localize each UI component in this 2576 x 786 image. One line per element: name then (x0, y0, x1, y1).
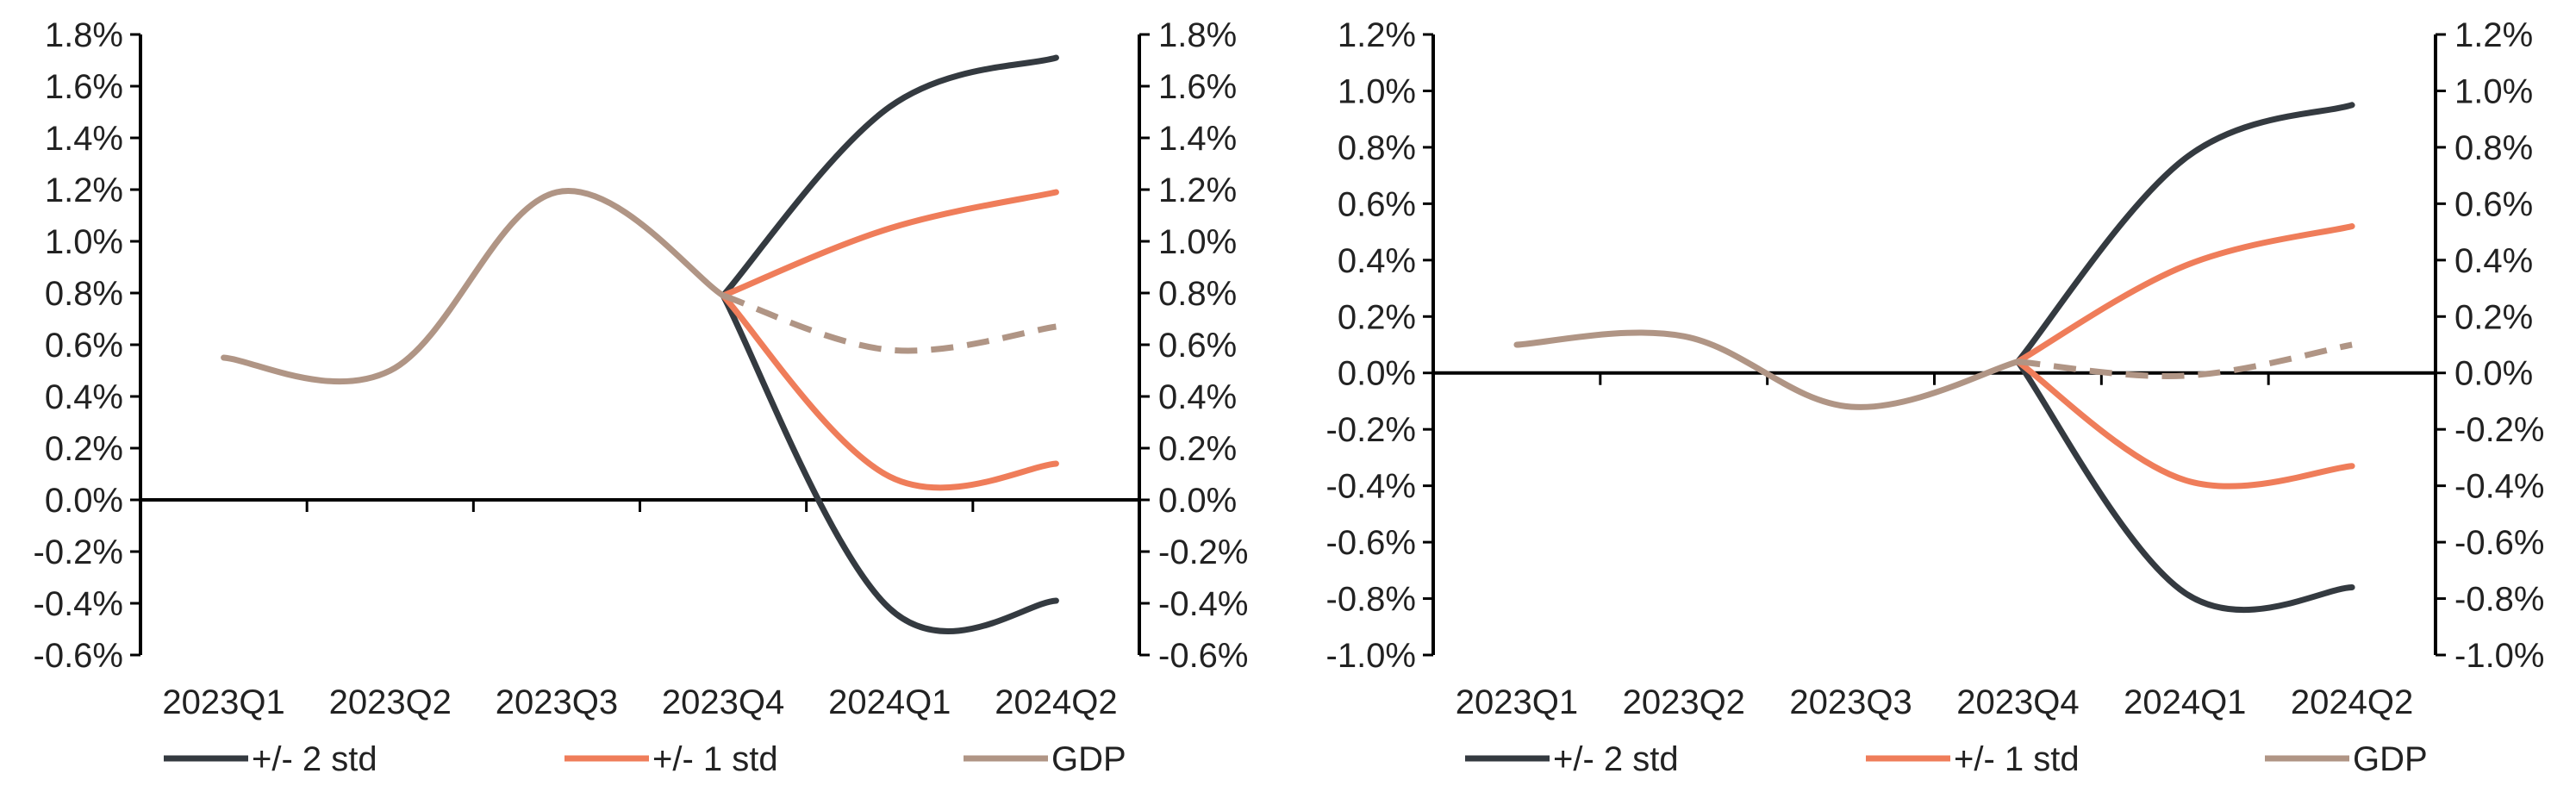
series-line-std2 (720, 54, 1059, 299)
legend-label: +/- 1 std (652, 740, 778, 778)
y-tick-label-left: 1.0% (45, 223, 123, 261)
chart-right: 1.2% 1.2% 1.0% 1.0% 0.8% 0.8% 0.6% 0.6% 0.4% 0.4%… (1326, 16, 2545, 778)
y-tick-label-left: 0.8% (45, 275, 123, 313)
y-tick-label-left: -0.6% (34, 637, 124, 675)
y-tick-label-right: 0.2% (1158, 430, 1237, 468)
y-tick-label-left: 0.6% (1338, 185, 1416, 223)
series-line-std1 (720, 292, 1059, 491)
y-tick-label-left: 0.0% (1338, 355, 1416, 393)
series-line-std2 (2014, 359, 2355, 614)
legend-label: +/- 2 std (252, 740, 377, 778)
y-tick-label-right: 0.2% (2454, 298, 2533, 336)
y-tick-label-right: 0.8% (1158, 275, 1237, 313)
legend-label: GDP (2353, 740, 2428, 778)
y-tick-label-right: 0.6% (1158, 327, 1237, 365)
series-line-gdp-dashed (721, 292, 1057, 354)
y-tick-label-left: 0.8% (1338, 129, 1416, 167)
y-tick-label-left: 0.2% (45, 430, 123, 468)
series-line-gdp (1513, 329, 2021, 410)
x-tick-label: 2023Q4 (1956, 683, 2079, 721)
y-tick-label-right: -0.2% (1158, 533, 1249, 571)
y-tick-label-right: 0.8% (2454, 129, 2533, 167)
x-tick-label: 2023Q1 (162, 683, 284, 721)
y-tick-label-left: -0.2% (1326, 411, 1417, 449)
y-tick-label-left: 1.8% (45, 16, 123, 54)
y-tick-label-left: -0.4% (34, 585, 124, 623)
chart-left: 1.8% 1.8% 1.6% 1.6% 1.4% 1.4% 1.2% 1.2% 1.0% 1.0%… (34, 16, 1249, 778)
series-line-gdp-dashed (2018, 341, 2353, 379)
y-tick-label-right: 1.6% (1158, 68, 1237, 106)
y-tick-label-right: 1.0% (1158, 223, 1237, 261)
y-tick-label-left: -0.4% (1326, 468, 1417, 506)
y-tick-label-right: 1.2% (1158, 172, 1237, 209)
y-tick-label-left: 0.4% (45, 378, 123, 416)
x-tick-label: 2023Q2 (329, 683, 452, 721)
y-tick-label-left: 1.4% (45, 120, 123, 158)
y-tick-label-left: 0.0% (45, 482, 123, 520)
series-line-std2 (720, 292, 1059, 634)
y-tick-label-left: 1.0% (1338, 72, 1416, 110)
series-line-std1 (2014, 223, 2355, 365)
y-tick-label-right: 0.6% (2454, 185, 2533, 223)
y-tick-label-right: -0.4% (1158, 585, 1249, 623)
y-tick-label-right: -0.6% (1158, 637, 1249, 675)
series-line-std1 (720, 189, 1059, 299)
legend-label: +/- 1 std (1954, 740, 2080, 778)
x-tick-label: 2023Q4 (662, 683, 784, 721)
y-tick-label-right: 1.4% (1158, 120, 1237, 158)
y-tick-label-right: -0.4% (2454, 468, 2545, 506)
series-line-std2 (2014, 102, 2355, 365)
y-tick-label-left: 1.2% (1338, 16, 1416, 54)
x-tick-label: 2024Q2 (2291, 683, 2413, 721)
y-tick-label-left: -0.2% (34, 533, 124, 571)
y-tick-label-right: 0.0% (2454, 355, 2533, 393)
legend-label: GDP (1051, 740, 1126, 778)
y-tick-label-left: 1.2% (45, 172, 123, 209)
series-line-std1 (2014, 359, 2355, 490)
y-tick-label-right: -0.8% (2454, 581, 2545, 619)
x-tick-label: 2023Q1 (1456, 683, 1578, 721)
y-tick-label-right: 0.0% (1158, 482, 1237, 520)
y-tick-label-left: 0.6% (45, 327, 123, 365)
x-tick-label: 2023Q2 (1623, 683, 1745, 721)
y-tick-label-right: 1.8% (1158, 16, 1237, 54)
x-tick-label: 2023Q3 (1789, 683, 1912, 721)
y-tick-label-right: -1.0% (2454, 637, 2545, 675)
y-tick-label-left: -0.6% (1326, 524, 1417, 562)
y-tick-label-right: 1.0% (2454, 72, 2533, 110)
y-tick-label-left: 0.2% (1338, 298, 1416, 336)
x-tick-label: 2024Q2 (995, 683, 1117, 721)
y-tick-label-right: 1.2% (2454, 16, 2533, 54)
legend-label: +/- 2 std (1553, 740, 1679, 778)
x-tick-label: 2024Q1 (828, 683, 951, 721)
y-tick-label-right: -0.6% (2454, 524, 2545, 562)
x-tick-label: 2023Q3 (496, 683, 618, 721)
series-line-gdp (221, 188, 727, 385)
y-tick-label-left: -0.8% (1326, 581, 1417, 619)
y-tick-label-left: -1.0% (1326, 637, 1417, 675)
y-tick-label-right: -0.2% (2454, 411, 2545, 449)
y-tick-label-left: 0.4% (1338, 242, 1416, 280)
y-tick-label-left: 1.6% (45, 68, 123, 106)
x-tick-label: 2024Q1 (2124, 683, 2246, 721)
y-tick-label-right: 0.4% (1158, 378, 1237, 416)
y-tick-label-right: 0.4% (2454, 242, 2533, 280)
